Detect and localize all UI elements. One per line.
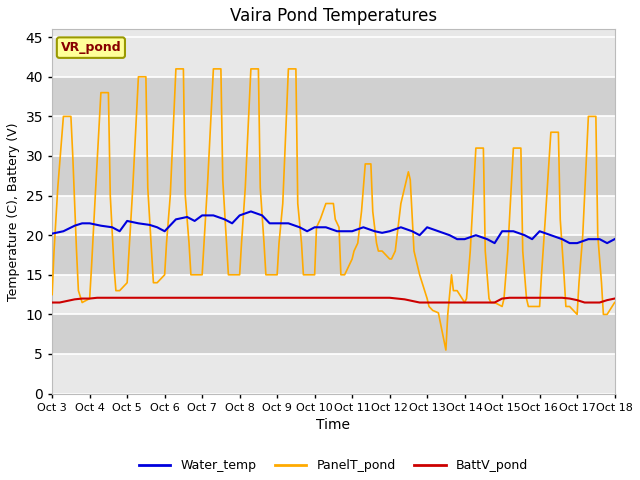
Text: VR_pond: VR_pond	[61, 41, 121, 54]
X-axis label: Time: Time	[316, 418, 350, 432]
Bar	[52, 77, 614, 116]
Bar	[52, 314, 614, 354]
Legend: Water_temp, PanelT_pond, BattV_pond: Water_temp, PanelT_pond, BattV_pond	[134, 455, 532, 478]
Bar	[52, 156, 614, 195]
Title: Vaira Pond Temperatures: Vaira Pond Temperatures	[230, 7, 437, 25]
Bar	[52, 235, 614, 275]
Y-axis label: Temperature (C), Battery (V): Temperature (C), Battery (V)	[7, 122, 20, 300]
